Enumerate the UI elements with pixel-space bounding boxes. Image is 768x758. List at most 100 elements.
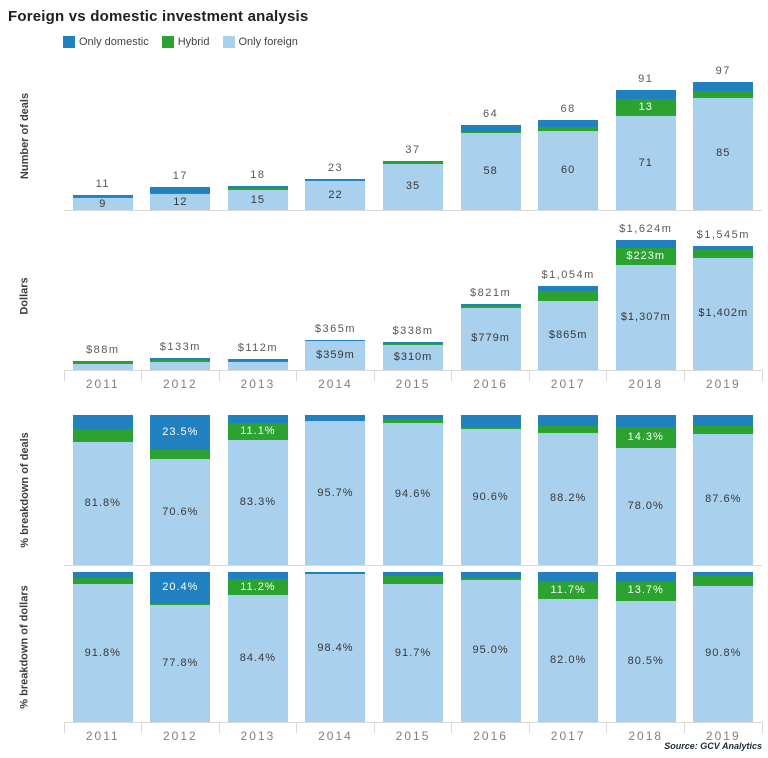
chart0-column-2012: 12 17 xyxy=(142,62,220,210)
segment-value-label: 91.8% xyxy=(84,646,121,659)
bar-segment-2012-domestic: 23.5% xyxy=(150,415,211,451)
bar-segment-2018-hybrid: 13.7% xyxy=(615,580,676,602)
legend-item-hybrid: Hybrid xyxy=(161,36,210,48)
bar-2012 xyxy=(150,358,211,370)
bar-segment-2012-hybrid xyxy=(150,602,211,606)
bar-segment-2013-domestic xyxy=(227,415,288,424)
segment-value-label: 95.7% xyxy=(317,486,354,499)
bar-segment-2015-hybrid xyxy=(383,419,444,424)
segment-value-label: 85 xyxy=(716,147,731,160)
bar-segment-2019-foreign: $1,402m xyxy=(693,257,754,370)
bar-segment-2015-domestic xyxy=(383,342,444,344)
bar-segment-2015-foreign: 91.7% xyxy=(383,584,444,722)
bar-segment-2011-hybrid xyxy=(72,428,133,443)
bar-segment-2016-domestic xyxy=(460,572,521,578)
segment-value-label: 35 xyxy=(405,180,421,193)
chart0-column-2015: 35 37 xyxy=(374,62,452,210)
bar-segment-2018-foreign: 78.0% xyxy=(615,448,676,565)
x-axis-year-2011: 2011 xyxy=(85,377,120,391)
bar-segment-2015-domestic xyxy=(383,160,444,163)
bar-2018: 13.7% 80.5% xyxy=(615,572,676,722)
bar-segment-2017-foreign: 60 xyxy=(538,130,599,210)
bar-2011: 9 xyxy=(72,195,133,210)
bar-segment-2017-foreign: 82.0% xyxy=(538,599,599,722)
chart0-column-2019: 85 97 xyxy=(685,62,763,210)
bar-segment-2014-foreign: 98.4% xyxy=(305,574,366,722)
y-axis-label-text: % breakdown of dollars xyxy=(19,585,31,709)
bar-segment-2017-hybrid xyxy=(538,126,599,131)
chart1-column-2017: $865m $1,054m xyxy=(529,222,607,370)
bar-segment-2019-hybrid xyxy=(693,249,754,258)
bar-segment-2018-foreign: 71 xyxy=(615,116,676,210)
x-axis-year-2017: 2017 xyxy=(550,729,586,743)
segment-value-label: $223m xyxy=(626,249,666,262)
segment-value-label: $865m xyxy=(548,328,588,341)
chart-plot-0: 9 11 12 17 15 18 22 23 35 37 58 64 60 68 13 71 91 85 97 xyxy=(64,62,762,211)
bar-total-label-2018: 91 xyxy=(638,72,654,85)
y-axis-label-0: Number of deals xyxy=(0,62,50,210)
bar-total-label-2011: 11 xyxy=(95,178,110,191)
chart1-column-2016: $779m $821m xyxy=(452,222,530,370)
segment-value-label: $1,402m xyxy=(698,307,749,320)
bar-total-label-2018: $1,624m xyxy=(619,223,673,235)
bar-segment-2011-foreign: 91.8% xyxy=(72,584,133,722)
x-axis-year-2019: 2019 xyxy=(705,729,741,743)
x-axis-tick xyxy=(141,370,143,381)
bar-segment-2012-domestic: 20.4% xyxy=(150,572,211,603)
bar-total-label-2015: $338m xyxy=(392,325,434,338)
bar-segment-2013-domestic xyxy=(227,359,288,361)
bar-segment-2013-foreign xyxy=(227,362,288,370)
bar-segment-2011-foreign xyxy=(72,363,133,370)
bar-segment-2012-foreign xyxy=(150,361,211,370)
x-axis-year-2013: 2013 xyxy=(240,377,276,391)
x-axis-tick xyxy=(761,722,763,733)
x-axis-tick xyxy=(63,722,65,733)
bar-segment-2019-foreign: 87.6% xyxy=(693,433,754,565)
segment-value-label: $310m xyxy=(393,351,433,364)
bar-total-label-2014: 23 xyxy=(327,162,344,175)
segment-value-label: $1,307m xyxy=(620,311,671,324)
segment-value-label: 87.6% xyxy=(705,492,742,505)
bar-2011: 81.8% xyxy=(72,415,133,565)
bar-segment-2019-hybrid xyxy=(693,425,754,434)
bar-segment-2011-hybrid xyxy=(72,196,133,199)
bar-segment-2011-foreign: 9 xyxy=(72,198,133,210)
legend-label: Hybrid xyxy=(177,36,210,48)
bar-segment-2012-foreign: 12 xyxy=(150,194,211,210)
segment-value-label: 15 xyxy=(250,193,266,206)
page-title: Foreign vs domestic investment analysis xyxy=(8,8,309,25)
bar-2014: 98.4% xyxy=(305,572,366,722)
chart2-column-2012: 23.5% 70.6% xyxy=(142,415,220,565)
chart0-column-2011: 9 11 xyxy=(64,62,142,210)
bar-segment-2019-domestic xyxy=(693,572,754,576)
x-axis-tick xyxy=(373,722,375,733)
bar-segment-2013-foreign: 15 xyxy=(227,190,288,210)
bar-2017: $865m xyxy=(538,285,599,370)
segment-value-label: 70.6% xyxy=(162,505,199,518)
chart-plot-1: $88m $133m $112m $359m $365m $310m $338m $779m $… xyxy=(64,222,762,371)
segment-value-label: 88.2% xyxy=(550,492,587,505)
bar-segment-2016-hybrid xyxy=(460,131,521,134)
chart-plot-2: 81.8% 23.5% 70.6% 11.1% 83.3% 95.7% 94.6% 90.6%… xyxy=(64,415,762,566)
x-axis-years-row-0: 2011 2012 2013 2014 2015 2016 2017 2018 2019 xyxy=(63,370,763,392)
bar-2019: 87.6% xyxy=(693,415,754,565)
bar-segment-2016-foreign: 90.6% xyxy=(460,429,521,565)
segment-value-label: $779m xyxy=(471,332,510,345)
bar-2018: 14.3% 78.0% xyxy=(615,415,676,565)
bar-segment-2015-foreign: 35 xyxy=(383,163,444,210)
bar-segment-2013-hybrid: 11.2% xyxy=(227,578,288,596)
bar-2012: 23.5% 70.6% xyxy=(150,415,211,565)
bar-segment-2017-hybrid xyxy=(538,290,599,301)
segment-value-label: 94.6% xyxy=(394,487,432,500)
bar-segment-2017-foreign: $865m xyxy=(538,300,599,370)
segment-value-label: 20.4% xyxy=(162,580,199,593)
bar-segment-2018-domestic xyxy=(615,572,676,581)
segment-value-label: 22 xyxy=(328,188,343,201)
segment-value-label: 77.8% xyxy=(162,657,199,670)
x-axis-tick xyxy=(683,370,685,381)
x-axis-year-2012: 2012 xyxy=(162,729,198,743)
bar-segment-2015-foreign: $310m xyxy=(383,345,444,370)
chart3-column-2011: 91.8% xyxy=(64,572,142,722)
x-axis-tick xyxy=(141,722,143,733)
bar-segment-2014-domestic xyxy=(305,339,366,342)
